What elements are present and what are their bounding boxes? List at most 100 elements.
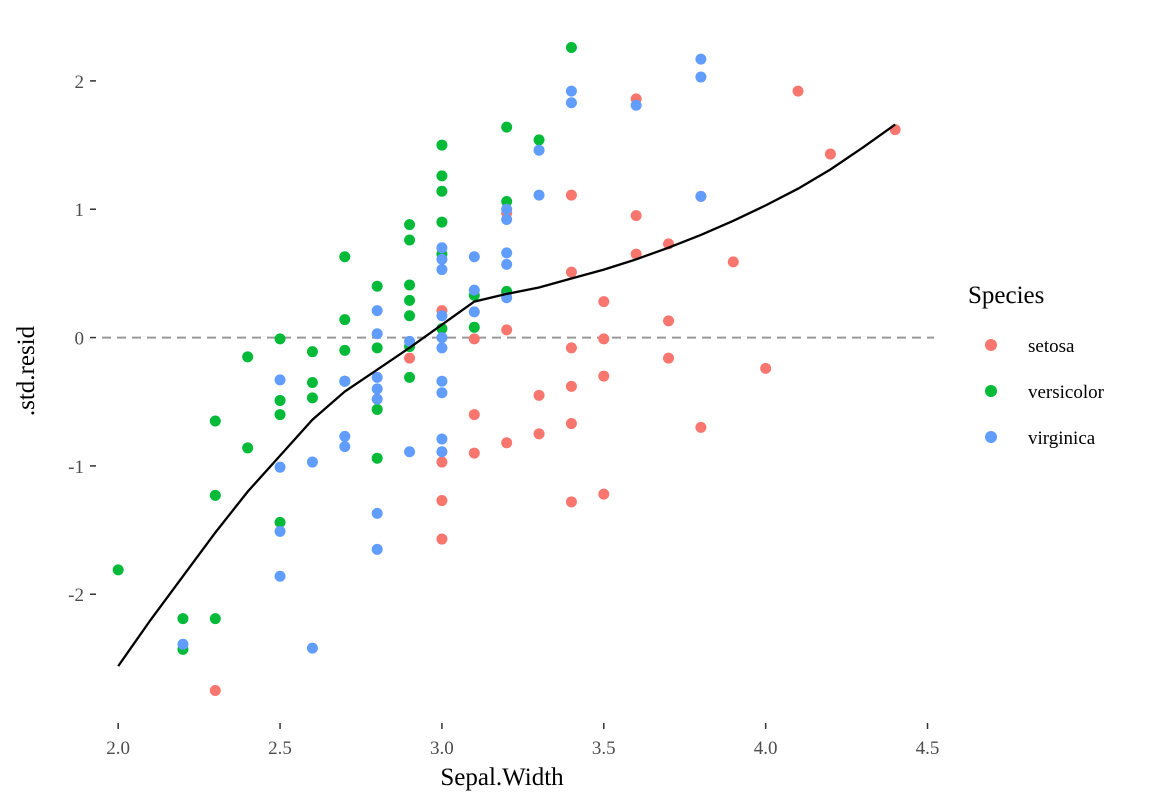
point-versicolor — [112, 564, 124, 576]
point-setosa — [727, 256, 739, 268]
point-versicolor — [339, 251, 351, 263]
x-tick-label: 4.0 — [754, 738, 778, 759]
point-virginica — [339, 375, 351, 387]
point-virginica — [274, 374, 286, 386]
point-versicolor — [501, 121, 513, 133]
point-versicolor — [436, 139, 448, 151]
point-versicolor — [339, 344, 351, 356]
series-setosa — [209, 85, 901, 696]
point-setosa — [824, 148, 836, 160]
plot-area — [102, 42, 934, 696]
point-versicolor — [177, 613, 189, 625]
legend-entries: setosa versicolor virginica — [985, 336, 1105, 449]
point-virginica — [371, 305, 383, 317]
point-virginica — [436, 446, 448, 458]
point-setosa — [501, 437, 513, 449]
point-virginica — [436, 332, 448, 344]
point-virginica — [436, 375, 448, 387]
point-versicolor — [242, 442, 254, 454]
point-setosa — [533, 428, 545, 440]
point-versicolor — [209, 415, 221, 427]
point-virginica — [501, 214, 513, 225]
point-virginica — [371, 543, 383, 555]
y-tick-label: 2 — [75, 72, 85, 93]
point-virginica — [695, 53, 707, 65]
point-setosa — [209, 684, 221, 696]
point-versicolor — [436, 170, 448, 182]
point-versicolor — [436, 185, 448, 197]
point-setosa — [792, 85, 804, 97]
point-virginica — [695, 71, 707, 83]
y-axis-title: .std.resid — [13, 325, 40, 416]
point-versicolor — [404, 279, 416, 291]
point-virginica — [533, 189, 545, 201]
point-versicolor — [306, 392, 318, 404]
point-setosa — [565, 418, 577, 430]
point-virginica — [436, 433, 448, 445]
point-versicolor — [404, 294, 416, 306]
point-setosa — [436, 456, 448, 468]
point-setosa — [468, 409, 480, 421]
point-versicolor — [339, 314, 351, 326]
point-versicolor — [404, 234, 416, 246]
point-versicolor — [404, 371, 416, 383]
point-virginica — [371, 371, 383, 383]
point-virginica — [436, 387, 448, 399]
x-tick-label: 3.0 — [430, 738, 454, 759]
point-setosa — [565, 189, 577, 201]
point-versicolor — [533, 134, 545, 146]
point-versicolor — [565, 42, 577, 54]
point-virginica — [501, 258, 513, 270]
point-virginica — [371, 328, 383, 340]
x-axis-title: Sepal.Width — [440, 764, 564, 791]
legend-label-setosa: setosa — [1028, 336, 1075, 357]
point-virginica — [436, 242, 448, 254]
point-setosa — [630, 248, 642, 260]
point-setosa — [663, 315, 675, 327]
point-virginica — [533, 144, 545, 156]
point-setosa — [565, 496, 577, 508]
legend-key-virginica — [985, 431, 997, 443]
point-setosa — [436, 495, 448, 507]
point-virginica — [306, 456, 318, 468]
point-versicolor — [306, 346, 318, 358]
point-setosa — [663, 352, 675, 364]
point-virginica — [339, 430, 351, 442]
point-versicolor — [501, 196, 513, 208]
point-versicolor — [306, 376, 318, 388]
point-versicolor — [371, 452, 383, 464]
legend-label-versicolor: versicolor — [1028, 382, 1105, 403]
legend: Species setosa versicolor virginica — [968, 282, 1105, 449]
point-versicolor — [436, 216, 448, 228]
point-setosa — [598, 296, 610, 308]
point-virginica — [274, 525, 286, 537]
point-versicolor — [371, 342, 383, 354]
point-versicolor — [371, 280, 383, 292]
point-versicolor — [242, 351, 254, 363]
point-virginica — [371, 383, 383, 395]
legend-key-versicolor — [985, 385, 997, 397]
point-virginica — [436, 342, 448, 354]
point-virginica — [468, 306, 480, 318]
point-versicolor — [209, 489, 221, 501]
point-setosa — [598, 488, 610, 500]
point-setosa — [436, 533, 448, 545]
point-setosa — [468, 447, 480, 459]
y-axis: -2 -1 0 1 2 — [68, 72, 96, 606]
point-setosa — [501, 324, 513, 336]
legend-key-setosa — [985, 339, 997, 351]
y-tick-label: -1 — [68, 457, 84, 478]
x-tick-label: 4.5 — [916, 738, 940, 759]
point-virginica — [371, 393, 383, 405]
x-tick-label: 2.0 — [106, 738, 130, 759]
x-tick-label: 3.5 — [592, 738, 616, 759]
point-virginica — [177, 638, 189, 650]
point-setosa — [565, 342, 577, 354]
point-virginica — [436, 310, 448, 322]
x-axis: 2.0 2.5 3.0 3.5 4.0 4.5 — [106, 723, 939, 759]
point-versicolor — [371, 403, 383, 415]
point-versicolor — [274, 333, 286, 345]
point-versicolor — [468, 321, 480, 333]
point-virginica — [371, 507, 383, 519]
